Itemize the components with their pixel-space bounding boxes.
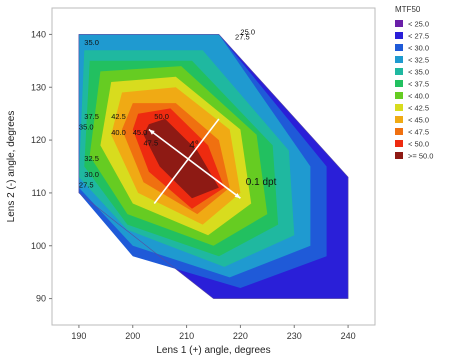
- x-tick-label: 240: [341, 331, 356, 341]
- contour-label: 35.0: [84, 38, 99, 47]
- legend-swatch: [395, 20, 403, 27]
- arrowhead: [234, 193, 241, 199]
- contour-label: 45.0: [133, 128, 148, 137]
- contour-label: 42.5: [111, 112, 126, 121]
- legend-entry-label: < 32.5: [408, 56, 429, 65]
- legend: MTF50 < 25.0 < 27.5 < 30.0 < 32.5 < 35.0 < 37.…: [395, 5, 433, 161]
- contour-label: 30.0: [84, 170, 99, 179]
- contour-label: 25.0: [240, 27, 255, 36]
- legend-swatch: [395, 56, 403, 63]
- x-tick-label: 230: [287, 331, 302, 341]
- legend-title: MTF50: [395, 5, 421, 14]
- legend-entry-label: >= 50.0: [408, 152, 433, 161]
- legend-swatch: [395, 116, 403, 123]
- legend-swatch: [395, 68, 403, 75]
- y-tick-label: 100: [31, 241, 46, 251]
- legend-swatch: [395, 44, 403, 51]
- contour-label: 27.5: [79, 181, 94, 190]
- y-tick-label: 120: [31, 135, 46, 145]
- legend-entry-label: < 35.0: [408, 68, 429, 77]
- legend-entry-label: < 42.5: [408, 104, 429, 113]
- contour-label: 47.5: [144, 138, 159, 147]
- y-tick-label: 110: [32, 188, 46, 198]
- annotation-line: [153, 118, 220, 204]
- x-tick-label: 200: [125, 331, 140, 341]
- legend-entry-label: < 40.0: [408, 92, 429, 101]
- x-tick-label: 210: [179, 331, 194, 341]
- legend-swatch: [395, 152, 403, 159]
- x-axis-label: Lens 1 (+) angle, degrees: [156, 345, 270, 356]
- y-tick-label: 140: [31, 29, 46, 39]
- legend-swatch: [395, 140, 403, 147]
- legend-swatch: [395, 128, 403, 135]
- arrowhead: [148, 129, 155, 135]
- y-tick-label: 130: [31, 82, 46, 92]
- y-tick-label: 90: [36, 294, 46, 304]
- x-tick-label: 220: [233, 331, 248, 341]
- legend-swatch: [395, 32, 403, 39]
- legend-entry-label: < 37.5: [408, 80, 429, 89]
- legend-entry-label: < 27.5: [408, 32, 429, 41]
- legend-entry-label: < 47.5: [408, 128, 429, 137]
- y-axis-label: Lens 2 (-) angle, degrees: [6, 111, 17, 223]
- legend-entry-label: < 30.0: [408, 44, 429, 53]
- annotation-label: 4°: [189, 140, 199, 151]
- contour-label: 35.0: [79, 123, 94, 132]
- contour-label: 37.5: [84, 112, 99, 121]
- contour-boundary: [78, 34, 349, 299]
- annotation-line: [148, 128, 241, 199]
- annotation-label: 0.1 dpt: [246, 177, 277, 188]
- plot-area: 35.025.027.537.535.042.540.0 45.050.047.5…: [51, 7, 376, 326]
- legend-entry-label: < 45.0: [408, 116, 429, 125]
- contour-label: 27.5: [235, 33, 250, 42]
- legend-swatch: [395, 92, 403, 99]
- legend-entry-label: < 50.0: [408, 140, 429, 149]
- contour-label: 40.0: [111, 128, 126, 137]
- axes: 190 200 210 220 230 240 90 100 110 120 130 140 Lens …: [6, 29, 356, 356]
- contour-label: 32.5: [84, 154, 99, 163]
- legend-swatch: [395, 104, 403, 111]
- x-tick-label: 190: [71, 331, 86, 341]
- legend-entry-label: < 25.0: [408, 20, 429, 29]
- contour-label: 50.0: [154, 112, 169, 121]
- legend-swatch: [395, 80, 403, 87]
